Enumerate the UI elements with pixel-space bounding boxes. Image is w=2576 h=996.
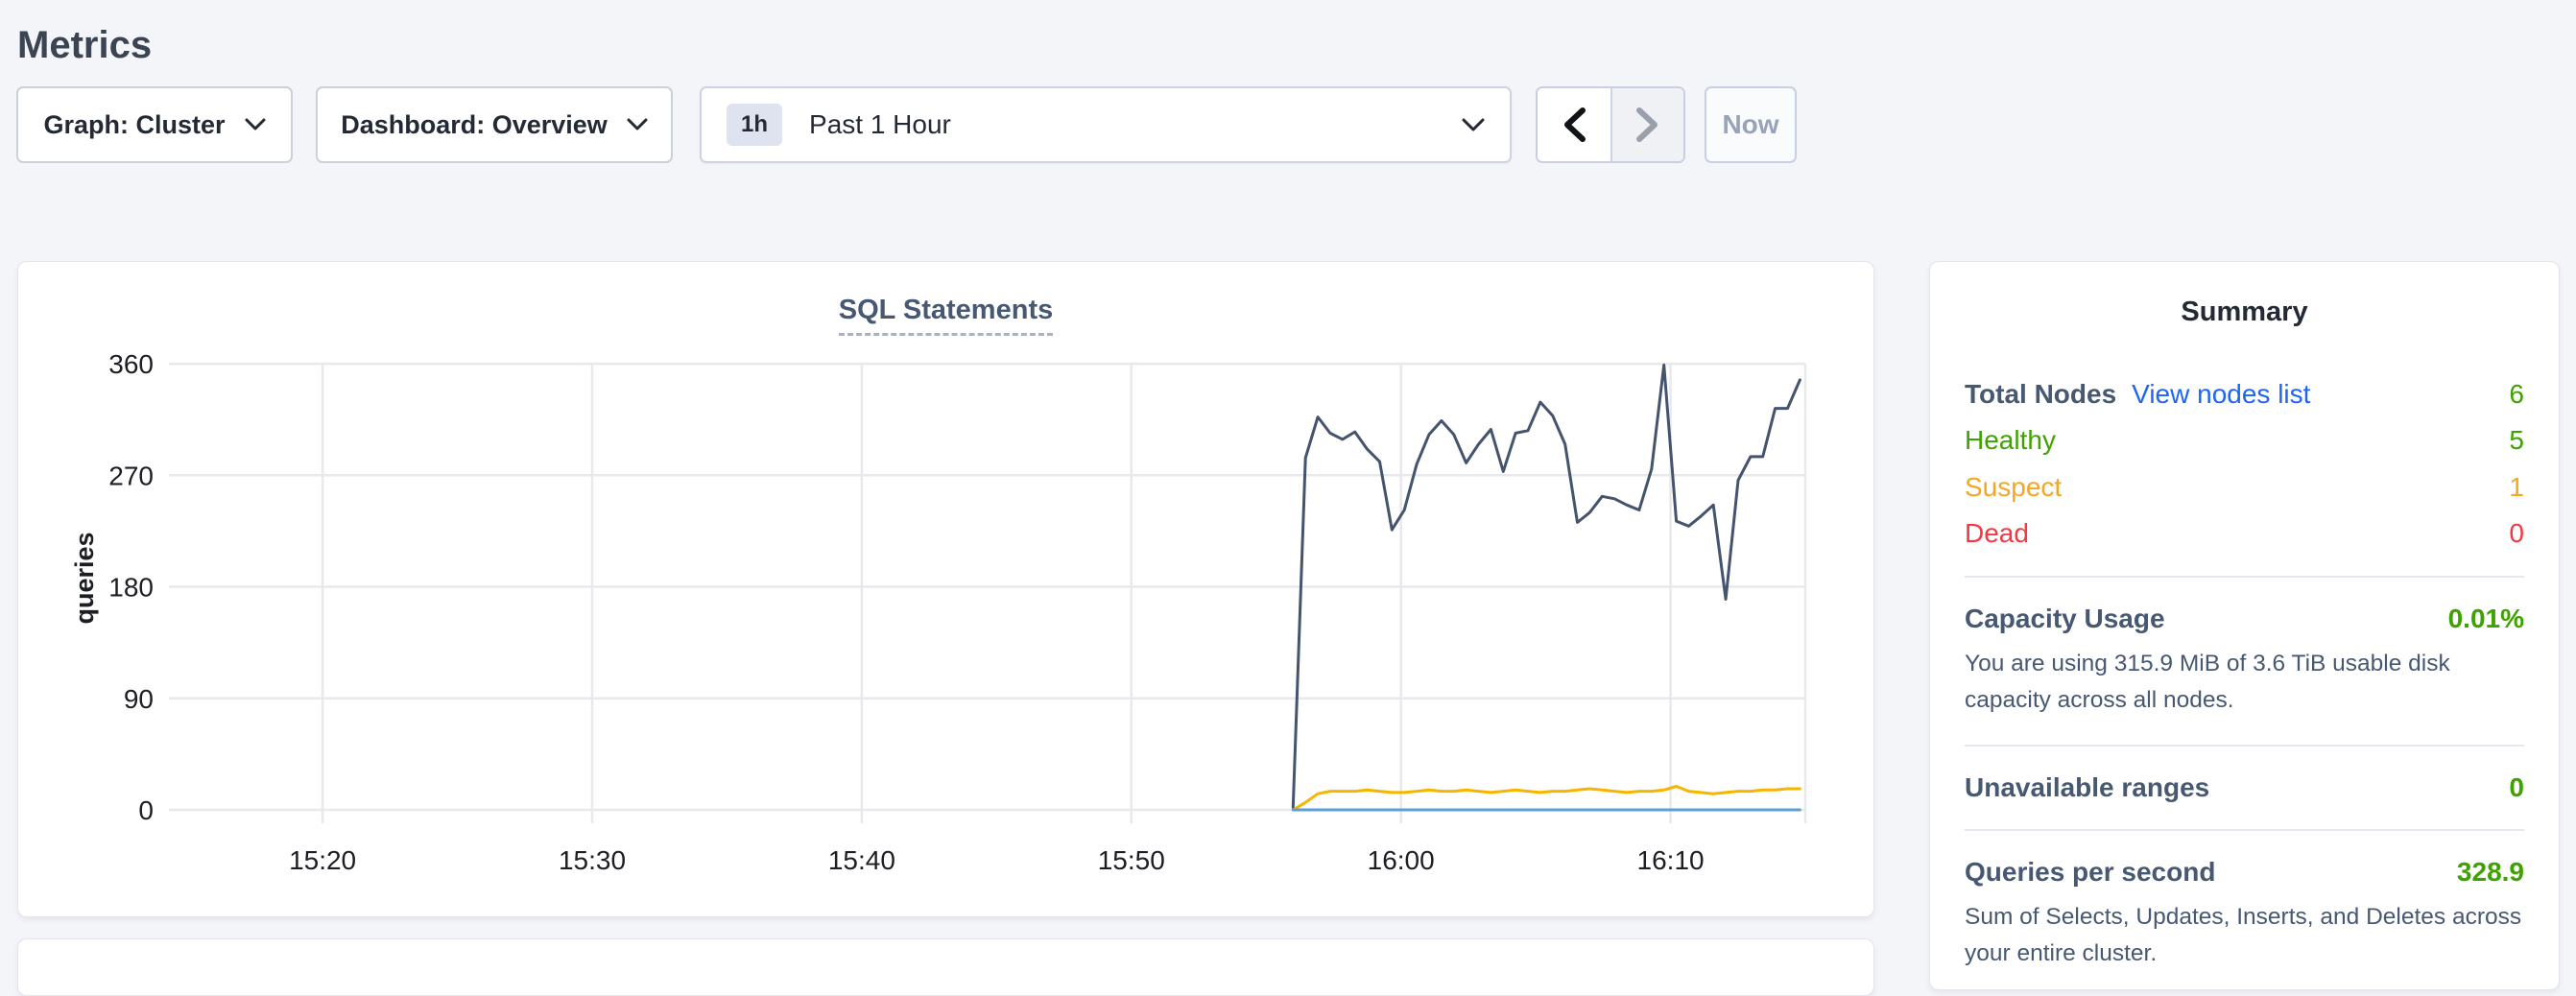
y-tick-label: 270 [108,461,154,490]
queries-per-second-label: Queries per second [1965,856,2216,887]
graph-dropdown-label: Graph: Cluster [43,109,226,139]
range-next-button-disabled[interactable] [1610,88,1683,161]
y-axis-label: queries [70,532,99,624]
queries-per-second-row: Queries per second 328.9 [1965,857,2524,888]
total-nodes-row: Total Nodes View nodes list 6 [1965,379,2524,410]
now-button[interactable]: Now [1705,86,1797,163]
now-button-label: Now [1722,109,1779,139]
x-tick-label: 15:50 [1098,845,1165,875]
capacity-usage-row: Capacity Usage 0.01% [1965,604,2524,634]
queries-per-second-description: Sum of Selects, Updates, Inserts, and De… [1965,903,2522,966]
x-tick-label: 15:30 [559,845,626,875]
divider [1965,828,2524,831]
time-window-badge: 1h [727,104,783,146]
x-tick-label: 16:00 [1368,845,1435,875]
series-queries-dark-blue [1291,363,1801,809]
capacity-usage-label: Capacity Usage [1965,603,2165,633]
capacity-usage-value: 0.01% [2447,603,2524,633]
queries-per-second-value: 328.9 [2456,856,2524,887]
view-nodes-list-link[interactable]: View nodes list [2132,379,2311,409]
summary-panel: Summary Total Nodes View nodes list 6 He… [1929,261,2560,990]
chevron-down-icon [245,118,266,130]
healthy-nodes-row: Healthy 5 [1965,425,2524,456]
y-tick-label: 0 [138,795,154,825]
suspect-nodes-row: Suspect 1 [1965,472,2524,503]
dead-nodes-row: Dead 0 [1965,518,2524,549]
dashboard-dropdown[interactable]: Dashboard: Overview [316,86,673,163]
series-queries-yellow [1291,785,1801,812]
y-tick-label: 180 [108,573,154,603]
dead-value: 0 [2509,518,2524,549]
time-range-nav [1536,86,1685,163]
suspect-label: Suspect [1965,471,2063,502]
unavailable-ranges-row: Unavailable ranges 0 [1965,772,2524,803]
total-nodes-label: Total Nodes [1965,379,2117,409]
page-title: Metrics [17,23,153,66]
divider [1965,744,2524,747]
divider [1965,575,2524,578]
x-tick-label: 15:20 [289,845,356,875]
chevron-right-icon [1636,107,1658,142]
x-tick-label: 16:10 [1637,845,1705,875]
chart-title[interactable]: SQL Statements [838,295,1054,336]
x-tick-label: 15:40 [828,845,895,875]
suspect-value: 1 [2509,471,2524,502]
y-tick-label: 360 [108,349,154,379]
time-window-selector[interactable]: 1h Past 1 Hour [700,86,1512,163]
y-tick-label: 90 [124,684,154,714]
summary-title: Summary [2181,296,2308,327]
metrics-page: { "page": { "title": "Metrics" }, "toolb… [16,23,2560,996]
range-prev-button[interactable] [1538,88,1610,161]
sql-statements-chart-card: SQL Statements 0 90 180 270 360 15:20 15:30 15:… [17,261,1874,917]
chevron-down-icon [1462,118,1485,130]
graph-dropdown[interactable]: Graph: Cluster [16,86,293,163]
chevron-down-icon [627,118,648,130]
healthy-label: Healthy [1965,425,2056,456]
dead-label: Dead [1965,518,2029,549]
healthy-value: 5 [2509,425,2524,456]
chevron-left-icon [1564,107,1586,142]
time-window-label: Past 1 Hour [809,109,951,139]
capacity-usage-description: You are using 315.9 MiB of 3.6 TiB usabl… [1965,650,2450,713]
total-nodes-value: 6 [2509,379,2524,409]
sql-statements-chart[interactable]: 0 90 180 270 360 15:20 15:30 15:40 15:50 16:00 16:… [18,262,1875,918]
unavailable-ranges-value: 0 [2509,771,2524,802]
next-chart-card [17,938,1874,996]
unavailable-ranges-label: Unavailable ranges [1965,771,2210,802]
dashboard-dropdown-label: Dashboard: Overview [341,109,608,139]
